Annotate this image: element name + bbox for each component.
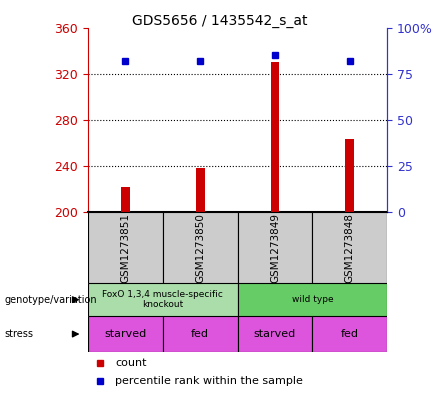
Text: GDS5656 / 1435542_s_at: GDS5656 / 1435542_s_at xyxy=(132,14,308,28)
Bar xyxy=(88,316,163,352)
Bar xyxy=(163,212,238,283)
Bar xyxy=(312,316,387,352)
Bar xyxy=(196,168,205,212)
Text: stress: stress xyxy=(4,329,33,339)
Bar xyxy=(88,283,238,316)
Text: count: count xyxy=(115,358,147,368)
Text: FoxO 1,3,4 muscle-specific
knockout: FoxO 1,3,4 muscle-specific knockout xyxy=(103,290,223,309)
Text: genotype/variation: genotype/variation xyxy=(4,295,97,305)
Bar xyxy=(271,62,279,212)
Text: GSM1273848: GSM1273848 xyxy=(345,213,355,283)
Text: GSM1273849: GSM1273849 xyxy=(270,213,280,283)
Bar xyxy=(163,316,238,352)
Bar xyxy=(121,187,130,212)
Text: wild type: wild type xyxy=(292,295,333,304)
Text: starved: starved xyxy=(104,329,147,339)
Text: GSM1273850: GSM1273850 xyxy=(195,213,205,283)
Bar xyxy=(345,140,354,212)
Bar xyxy=(88,212,163,283)
Text: percentile rank within the sample: percentile rank within the sample xyxy=(115,376,303,386)
Text: fed: fed xyxy=(191,329,209,339)
Bar xyxy=(238,212,312,283)
Text: GSM1273851: GSM1273851 xyxy=(121,213,130,283)
Bar xyxy=(238,283,387,316)
Text: starved: starved xyxy=(254,329,296,339)
Bar xyxy=(238,316,312,352)
Bar xyxy=(312,212,387,283)
Text: fed: fed xyxy=(341,329,359,339)
